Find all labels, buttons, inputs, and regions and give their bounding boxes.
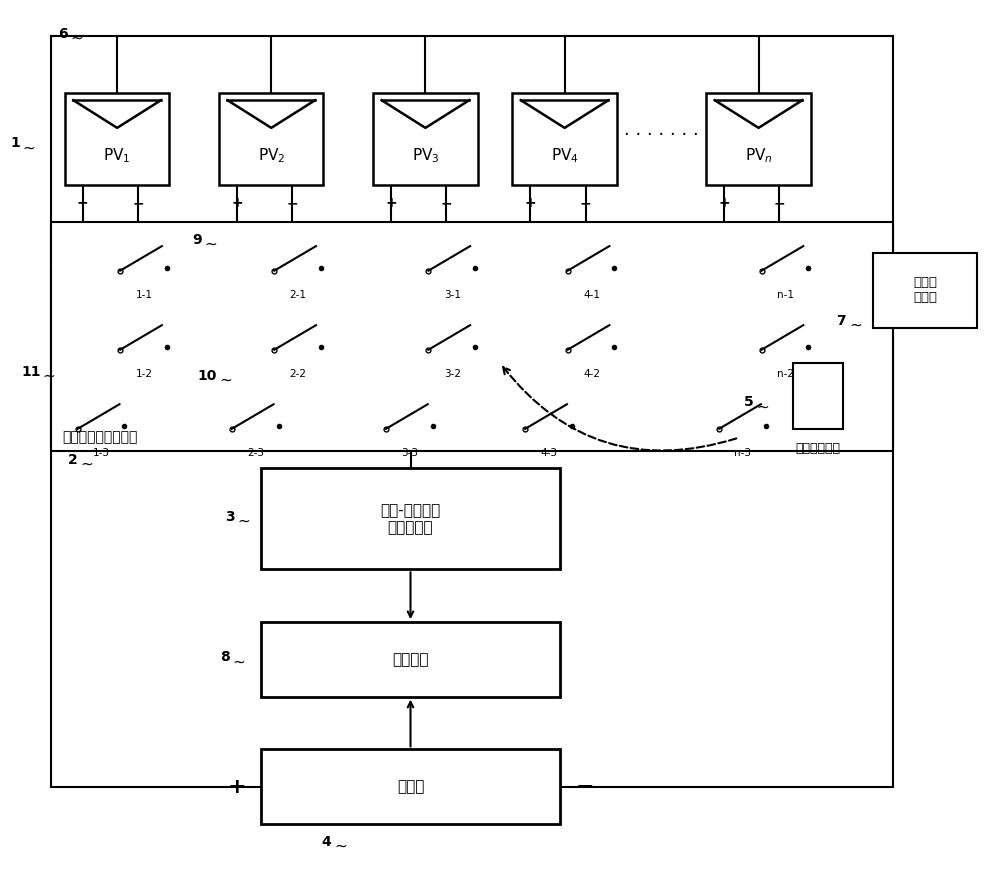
- Text: 11: 11: [21, 365, 41, 378]
- Bar: [261, 622, 560, 697]
- Text: +: +: [77, 196, 88, 210]
- Text: 电流-电压特性
曲线测试仪: 电流-电压特性 曲线测试仪: [380, 503, 441, 535]
- Text: 逆变器: 逆变器: [397, 780, 424, 795]
- Text: 9: 9: [192, 233, 202, 247]
- Text: −: −: [774, 196, 785, 210]
- Text: 光伏组件选择控制器: 光伏组件选择控制器: [62, 430, 138, 444]
- Text: −: −: [575, 777, 594, 796]
- Text: −: −: [440, 196, 452, 210]
- Text: −: −: [286, 196, 298, 210]
- Text: +: +: [524, 196, 536, 210]
- Bar: [51, 223, 893, 451]
- Text: ~: ~: [23, 141, 35, 156]
- Text: PV$_n$: PV$_n$: [745, 146, 772, 165]
- Text: 7: 7: [836, 314, 846, 328]
- FancyArrowPatch shape: [503, 367, 736, 451]
- Bar: [873, 253, 977, 328]
- Text: +: +: [231, 196, 243, 210]
- Text: . . . . . . .: . . . . . . .: [624, 121, 699, 139]
- Text: 2-3: 2-3: [247, 448, 264, 458]
- Bar: [65, 93, 169, 185]
- Text: PV$_4$: PV$_4$: [551, 146, 579, 165]
- Text: ~: ~: [757, 400, 769, 415]
- Bar: [373, 93, 478, 185]
- Text: 4-2: 4-2: [583, 370, 600, 379]
- Text: ~: ~: [43, 369, 55, 384]
- Text: −: −: [132, 196, 144, 210]
- Text: 6: 6: [58, 27, 67, 41]
- Text: ~: ~: [237, 514, 250, 529]
- Text: ~: ~: [334, 839, 347, 854]
- Text: 2-1: 2-1: [290, 290, 307, 300]
- Bar: [261, 469, 560, 569]
- Bar: [219, 93, 323, 185]
- Text: −: −: [580, 196, 591, 210]
- Text: +: +: [718, 196, 730, 210]
- Text: 4: 4: [321, 834, 331, 849]
- Text: 3-1: 3-1: [444, 290, 461, 300]
- Text: ~: ~: [80, 456, 93, 471]
- Text: ~: ~: [220, 373, 232, 388]
- Text: 1-1: 1-1: [135, 290, 152, 300]
- Text: ~: ~: [849, 317, 862, 332]
- Text: ~: ~: [205, 237, 217, 252]
- Text: 8: 8: [220, 651, 230, 664]
- Text: 2-2: 2-2: [290, 370, 307, 379]
- Text: 1-3: 1-3: [93, 448, 110, 458]
- Text: 热电偶
选择器: 热电偶 选择器: [913, 277, 937, 304]
- Text: ~: ~: [232, 654, 245, 669]
- Bar: [261, 750, 560, 824]
- Text: 标准太阳电池: 标准太阳电池: [796, 442, 841, 455]
- Polygon shape: [793, 363, 843, 429]
- Text: 3: 3: [225, 510, 234, 523]
- Text: n-2: n-2: [777, 370, 794, 379]
- Text: 10: 10: [197, 370, 217, 383]
- Text: 4-3: 4-3: [541, 448, 558, 458]
- Bar: [706, 93, 811, 185]
- Text: 5: 5: [744, 395, 754, 409]
- Text: n-1: n-1: [777, 290, 794, 300]
- Text: 处理系统: 处理系统: [392, 652, 429, 667]
- Text: 2: 2: [68, 453, 77, 467]
- Text: 3-2: 3-2: [444, 370, 461, 379]
- Text: +: +: [227, 777, 246, 796]
- Text: +: +: [385, 196, 397, 210]
- Text: PV$_2$: PV$_2$: [258, 146, 285, 165]
- Text: PV$_3$: PV$_3$: [412, 146, 439, 165]
- Text: 3-3: 3-3: [401, 448, 418, 458]
- Text: n-3: n-3: [734, 448, 751, 458]
- Text: 1-2: 1-2: [135, 370, 152, 379]
- Bar: [512, 93, 617, 185]
- Text: PV$_1$: PV$_1$: [103, 146, 131, 165]
- Text: 1: 1: [11, 136, 21, 150]
- Text: 4-1: 4-1: [583, 290, 600, 300]
- Text: ~: ~: [70, 30, 83, 45]
